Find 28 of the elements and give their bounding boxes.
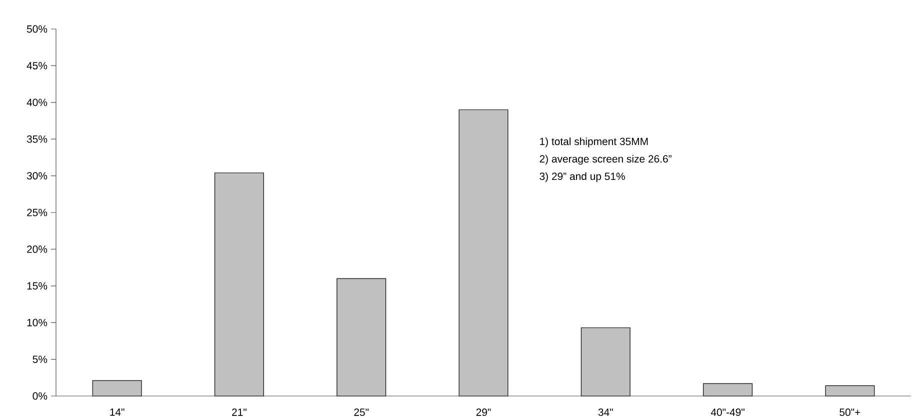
x-tick-label: 40"-49" — [710, 408, 744, 416]
bar — [458, 109, 508, 396]
y-tick-label: 30% — [26, 172, 48, 180]
x-tick-label: 21" — [232, 408, 246, 416]
y-tick-label: 10% — [27, 318, 48, 326]
x-tick-label: 34" — [598, 408, 613, 416]
bar — [214, 172, 264, 396]
y-tick-label: 15% — [27, 282, 48, 290]
y-tick-label: 20% — [27, 246, 48, 253]
y-tick-label: 0% — [32, 392, 48, 400]
bar — [580, 327, 630, 396]
bar — [825, 385, 875, 396]
y-tick-label: 40% — [26, 98, 48, 106]
y-tick-label: 5% — [32, 356, 48, 363]
annotation: 3) 29” and up 51% — [540, 172, 625, 182]
annotation: 2) average screen size 26.6” — [540, 154, 672, 165]
x-tick-label: 29" — [476, 408, 491, 416]
y-tick-label: 50% — [26, 25, 48, 33]
y-tick-label: 45% — [26, 62, 48, 70]
bar — [92, 380, 142, 396]
x-tick-label: 14" — [110, 408, 124, 416]
x-tick-label: 50"+ — [840, 408, 860, 416]
y-tick-label: 35% — [26, 135, 48, 143]
bar — [336, 278, 386, 396]
y-tick-label: 25% — [27, 208, 48, 216]
annotation: 1) total shipment 35MM — [540, 137, 648, 148]
x-tick-label: 25" — [354, 408, 369, 416]
bar — [703, 383, 753, 396]
